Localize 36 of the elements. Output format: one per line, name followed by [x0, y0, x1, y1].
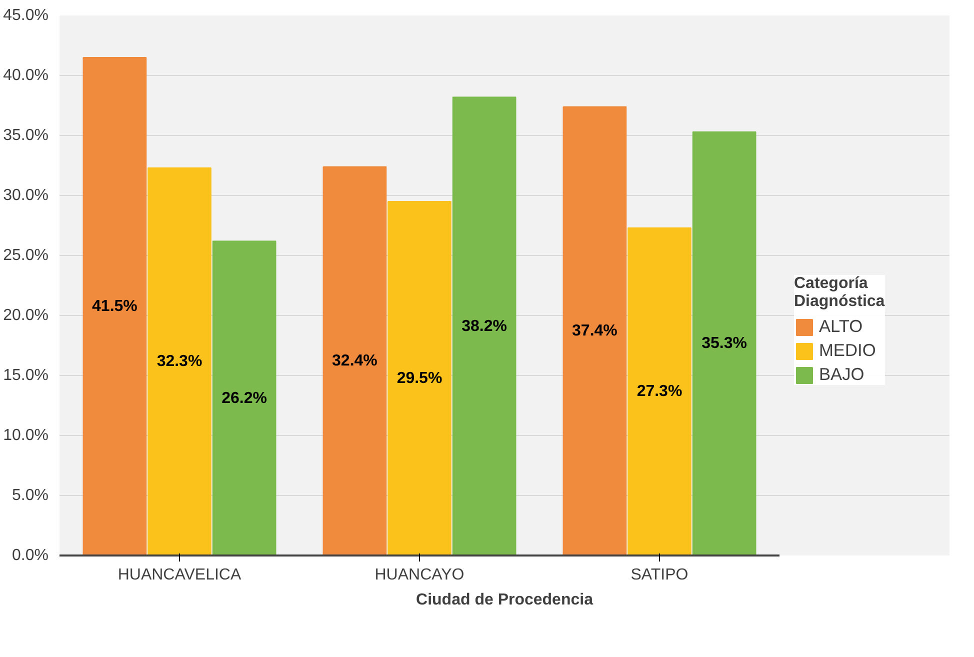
y-tick-label: 25.0% — [3, 247, 49, 264]
bar — [692, 131, 756, 556]
data-label: 26.2% — [222, 390, 267, 407]
data-label: 32.4% — [332, 352, 378, 370]
legend-label: MEDIO — [819, 340, 876, 361]
data-label: 32.3% — [156, 353, 202, 370]
data-label: 27.3% — [636, 383, 682, 400]
data-label: 35.3% — [702, 335, 747, 352]
data-label: 41.5% — [92, 298, 138, 315]
y-tick-label: 40.0% — [3, 67, 49, 84]
y-tick-label: 0.0% — [12, 547, 48, 564]
data-label: 38.2% — [462, 318, 507, 335]
data-label: 37.4% — [572, 322, 618, 340]
x-axis-title: Ciudad de Procedencia — [416, 592, 594, 608]
y-tick-label: 10.0% — [3, 427, 49, 444]
bar — [212, 240, 276, 556]
y-tick-label: 5.0% — [12, 487, 48, 504]
bar — [562, 106, 627, 556]
bar — [148, 167, 212, 556]
y-tick-label: 15.0% — [3, 367, 49, 384]
legend-title: Categoría Diagnóstica — [794, 275, 885, 311]
legend-label: BAJO — [819, 364, 864, 385]
y-tick-label: 30.0% — [3, 187, 49, 204]
y-tick-label: 20.0% — [3, 307, 49, 324]
bar — [628, 227, 692, 556]
x-tick-label: HUANCAVELICA — [118, 566, 242, 584]
y-tick-label: 35.0% — [3, 127, 49, 144]
y-tick-label: 45.0% — [3, 7, 49, 24]
legend-label: ALTO — [819, 316, 863, 337]
x-tick-label: SATIPO — [630, 566, 688, 584]
bar — [82, 57, 147, 556]
bar — [322, 166, 387, 556]
bar — [388, 201, 452, 556]
x-tick-label: HUANCAYO — [374, 566, 464, 584]
bar — [452, 96, 516, 556]
data-label: 29.5% — [396, 370, 442, 387]
